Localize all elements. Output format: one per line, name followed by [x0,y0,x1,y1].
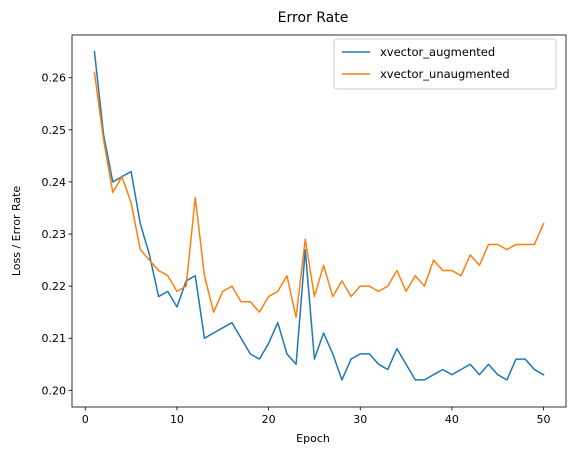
y-tick-label: 0.23 [42,228,67,241]
x-tick-label: 30 [353,413,367,426]
legend-entry-xvector_unaugmented: xvector_unaugmented [380,67,510,81]
legend-box [333,38,557,90]
y-tick-label: 0.21 [42,332,67,345]
y-tick-label: 0.24 [42,176,67,189]
legend: xvector_augmented xvector_unaugmented [333,38,557,90]
y-axis-ticks: 0.20 0.21 0.22 0.23 0.24 0.25 0.26 [42,72,72,397]
x-tick-label: 40 [445,413,459,426]
y-tick-label: 0.22 [42,280,67,293]
series-layer [93,50,545,381]
y-tick-label: 0.25 [42,124,67,137]
x-tick-label: 0 [82,413,89,426]
y-axis-label: Loss / Error Rate [10,186,23,277]
x-axis-ticks: 0 10 20 30 40 50 [82,407,551,426]
x-tick-label: 10 [170,413,184,426]
legend-entry-xvector_augmented: xvector_augmented [380,45,495,59]
x-tick-label: 50 [537,413,551,426]
plot-area: 0 10 20 30 40 50 0.20 0.21 0.22 0.23 0.24 0.25 0.26 [42,34,567,426]
y-tick-label: 0.26 [42,72,67,85]
series-line-xvector_unaugmented [93,71,545,319]
x-axis-label: Epoch [296,432,330,445]
plot-frame [71,34,567,408]
series-line-xvector_augmented [93,50,545,381]
chart-title: Error Rate [278,10,349,26]
y-tick-label: 0.20 [42,384,67,397]
x-tick-label: 20 [262,413,276,426]
